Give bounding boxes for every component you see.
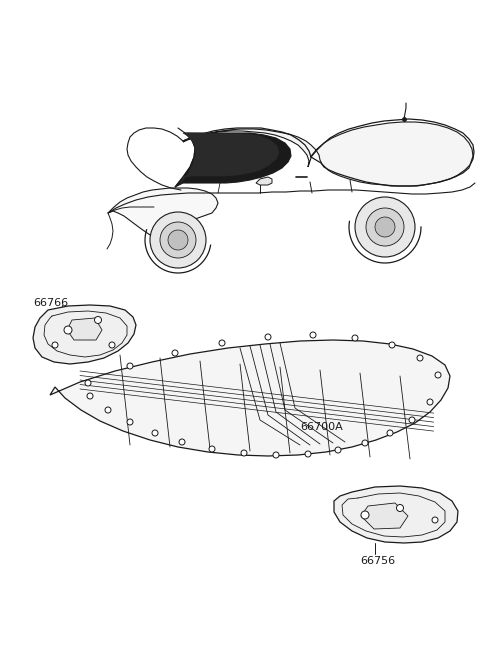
Circle shape [409,417,415,423]
Circle shape [265,334,271,340]
Circle shape [361,511,369,519]
Polygon shape [183,122,473,186]
Circle shape [87,393,93,399]
Polygon shape [175,133,291,187]
Circle shape [355,197,415,257]
Circle shape [366,208,404,246]
Text: 66756: 66756 [360,556,395,566]
Circle shape [310,332,316,338]
Circle shape [52,342,58,348]
Circle shape [95,316,101,323]
Circle shape [109,342,115,348]
Polygon shape [108,188,218,235]
Circle shape [352,335,358,341]
Text: 66700A: 66700A [300,422,343,432]
Circle shape [160,222,196,258]
Circle shape [168,230,188,250]
Circle shape [335,447,341,453]
Polygon shape [180,133,279,184]
Polygon shape [256,177,272,185]
Circle shape [179,439,185,445]
Circle shape [387,430,393,436]
Circle shape [427,399,433,405]
Text: 66766: 66766 [33,298,68,308]
Circle shape [417,355,423,361]
Circle shape [152,430,158,436]
Polygon shape [33,305,136,364]
Circle shape [305,451,311,457]
Circle shape [64,326,72,334]
Circle shape [209,446,215,452]
Polygon shape [50,340,450,456]
Circle shape [362,440,368,446]
Circle shape [273,452,279,458]
Circle shape [241,450,247,456]
Circle shape [127,363,133,369]
Circle shape [150,212,206,268]
Circle shape [435,372,441,378]
Polygon shape [334,486,458,543]
Polygon shape [67,318,102,340]
Circle shape [389,342,395,348]
Circle shape [127,419,133,425]
Circle shape [396,504,404,512]
Circle shape [375,217,395,237]
Circle shape [172,350,178,356]
Polygon shape [361,503,408,529]
Circle shape [85,380,91,386]
Circle shape [432,517,438,523]
Circle shape [105,407,111,413]
Circle shape [219,340,225,346]
